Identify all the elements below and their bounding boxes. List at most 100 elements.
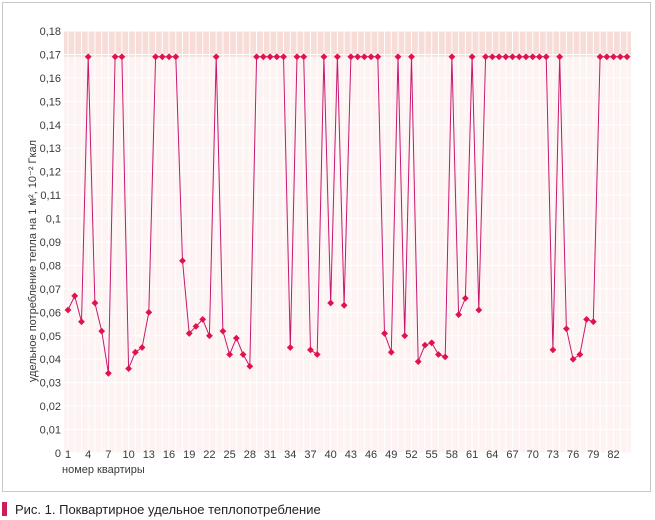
y-axis-label: удельное потребление тепла на 1 м², 10⁻²…: [27, 140, 39, 382]
x-tick-label: 61: [466, 449, 478, 461]
x-tick-label: 43: [345, 449, 357, 461]
data-point: [408, 53, 415, 61]
figure-caption: Рис. 1. Поквартирное удельное теплопотре…: [2, 500, 321, 518]
data-point: [333, 53, 341, 61]
x-tick-label: 64: [486, 449, 498, 461]
data-point: [502, 53, 510, 61]
data-point: [549, 346, 557, 354]
x-tick-label: 28: [244, 449, 256, 461]
x-tick-label: 16: [163, 449, 175, 461]
data-point: [401, 332, 409, 340]
chart-svg: 0 0,01 0,02 0,03 0,04 0,05 0,06 0,07 0,08 0,09 0,1…: [27, 26, 631, 476]
x-tick-label: 76: [567, 449, 579, 461]
data-point: [111, 53, 119, 61]
data-point: [165, 53, 173, 61]
data-point: [185, 330, 193, 337]
y-tick-label: 0,06: [40, 307, 61, 319]
data-point: [448, 53, 456, 61]
data-point: [468, 53, 476, 61]
y-tick-label: 0,1: [46, 214, 61, 226]
y-tick-label: 0,15: [40, 96, 61, 108]
data-point: [327, 299, 335, 307]
data-point: [105, 369, 112, 377]
x-tick-label: 70: [527, 449, 539, 461]
data-point: [84, 53, 92, 61]
data-point: [266, 53, 274, 61]
data-point: [455, 311, 463, 319]
y-tick-label: 0,14: [40, 120, 61, 132]
data-point: [414, 358, 422, 365]
data-point: [125, 365, 133, 372]
x-tick-label: 34: [284, 449, 296, 461]
data-point: [529, 53, 537, 61]
x-tick-label: 37: [304, 449, 316, 461]
x-tick-label: 1: [65, 449, 71, 461]
data-point: [461, 294, 469, 302]
data-point: [354, 53, 362, 61]
data-point: [152, 53, 159, 61]
x-tick-label: 7: [105, 449, 111, 461]
data-point: [219, 327, 227, 335]
data-point: [286, 344, 294, 351]
data-point: [293, 53, 301, 61]
data-point: [158, 53, 166, 61]
upper-band: [64, 31, 631, 57]
data-point: [273, 53, 281, 61]
x-tick-label: 40: [325, 449, 337, 461]
y-tick-label: 0,09: [40, 237, 61, 249]
data-point: [623, 53, 631, 61]
data-point: [515, 53, 523, 61]
x-tick-label: 79: [587, 449, 599, 461]
data-point: [78, 318, 85, 326]
x-tick-label: 52: [405, 449, 417, 461]
data-point: [381, 330, 388, 337]
data-point: [509, 53, 516, 61]
data-point: [206, 332, 213, 340]
data-point: [495, 53, 503, 61]
data-point: [576, 351, 584, 358]
data-point: [542, 53, 550, 61]
data-point: [239, 351, 247, 358]
y-tick-label: 0,16: [40, 73, 61, 85]
data-point: [569, 355, 577, 363]
data-point: [179, 257, 186, 265]
data-point: [596, 53, 604, 61]
data-point: [421, 341, 429, 349]
y-tick-label: 0,02: [40, 401, 61, 413]
data-point: [118, 53, 126, 61]
y-tick-label: 0,12: [40, 167, 61, 179]
x-tick-label: 67: [506, 449, 518, 461]
grid-lines: [64, 30, 631, 454]
data-point: [428, 339, 436, 347]
y-tick-label: 0: [55, 448, 61, 460]
data-point: [172, 53, 180, 61]
x-tick-label: 25: [224, 449, 236, 461]
data-point: [320, 53, 328, 61]
data-point: [91, 299, 99, 307]
x-tick-label: 4: [85, 449, 91, 461]
data-point: [394, 53, 402, 61]
data-point: [556, 53, 564, 61]
y-tick-label: 0,17: [40, 49, 61, 61]
data-point: [313, 351, 321, 358]
data-point: [307, 346, 314, 354]
y-axis-ticks: 0 0,01 0,02 0,03 0,04 0,05 0,06 0,07 0,08 0,09 0,1…: [40, 26, 61, 460]
data-point: [145, 308, 153, 316]
y-tick-label: 0,18: [40, 26, 61, 38]
data-point: [232, 334, 240, 342]
data-point: [488, 53, 496, 61]
x-tick-label: 58: [446, 449, 458, 461]
data-point: [192, 323, 200, 330]
data-point: [212, 53, 220, 61]
x-tick-label: 73: [547, 449, 559, 461]
x-tick-label: 13: [143, 449, 155, 461]
data-point: [246, 362, 254, 370]
data-point: [259, 53, 267, 61]
data-point: [374, 53, 382, 61]
y-tick-label: 0,01: [40, 425, 61, 437]
caption-marker: [2, 502, 7, 516]
x-tick-label: 49: [385, 449, 397, 461]
data-point: [482, 53, 489, 61]
data-point: [367, 53, 375, 61]
chart-figure: 0 0,01 0,02 0,03 0,04 0,05 0,06 0,07 0,08 0,09 0,1…: [2, 2, 651, 492]
